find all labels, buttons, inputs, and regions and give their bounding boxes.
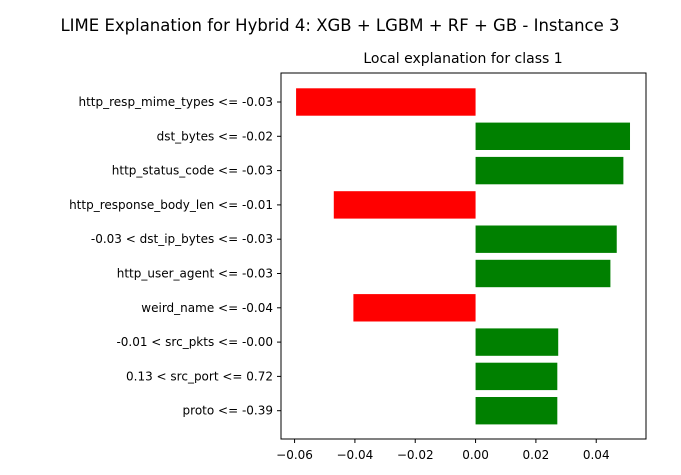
bar <box>475 328 559 356</box>
bar <box>475 362 558 391</box>
x-tick-label: 0.02 <box>523 448 550 462</box>
bar <box>475 122 631 150</box>
bar <box>353 294 476 322</box>
y-tick-label: http_response_body_len <= -0.01 <box>69 198 273 212</box>
y-tick-label: http_user_agent <= -0.03 <box>117 267 273 281</box>
y-tick-label: dst_bytes <= -0.02 <box>157 129 273 143</box>
x-tick-label: −0.06 <box>276 448 313 462</box>
y-tick-labels: http_resp_mime_types <= -0.03 dst_bytes <… <box>69 95 281 418</box>
bar <box>333 191 476 219</box>
bar <box>475 156 624 185</box>
y-tick-label: -0.01 < src_pkts <= -0.00 <box>116 335 273 349</box>
x-ticks: −0.06 −0.04 −0.02 0.00 0.02 0.04 <box>276 439 610 462</box>
chart-suptitle: LIME Explanation for Hybrid 4: XGB + LGB… <box>60 16 619 35</box>
y-tick-label: 0.13 < src_port <= 0.72 <box>126 369 273 383</box>
bar <box>475 259 611 288</box>
y-tick-label: -0.03 < dst_ip_bytes <= -0.03 <box>91 232 273 246</box>
bar <box>296 88 476 116</box>
y-tick-label: http_status_code <= -0.03 <box>112 164 273 178</box>
x-tick-label: 0.04 <box>583 448 610 462</box>
plot-frame <box>280 72 647 440</box>
bars-group <box>296 88 631 425</box>
bar <box>475 225 617 253</box>
y-tick-label: proto <= -0.39 <box>183 404 273 418</box>
y-tick-label: http_resp_mime_types <= -0.03 <box>79 95 274 109</box>
x-tick-label: −0.04 <box>337 448 374 462</box>
chart-title: Local explanation for class 1 <box>363 51 562 67</box>
x-tick-label: −0.02 <box>397 448 434 462</box>
bar <box>475 397 558 425</box>
x-tick-label: 0.00 <box>462 448 489 462</box>
y-tick-label: weird_name <= -0.04 <box>141 301 273 315</box>
